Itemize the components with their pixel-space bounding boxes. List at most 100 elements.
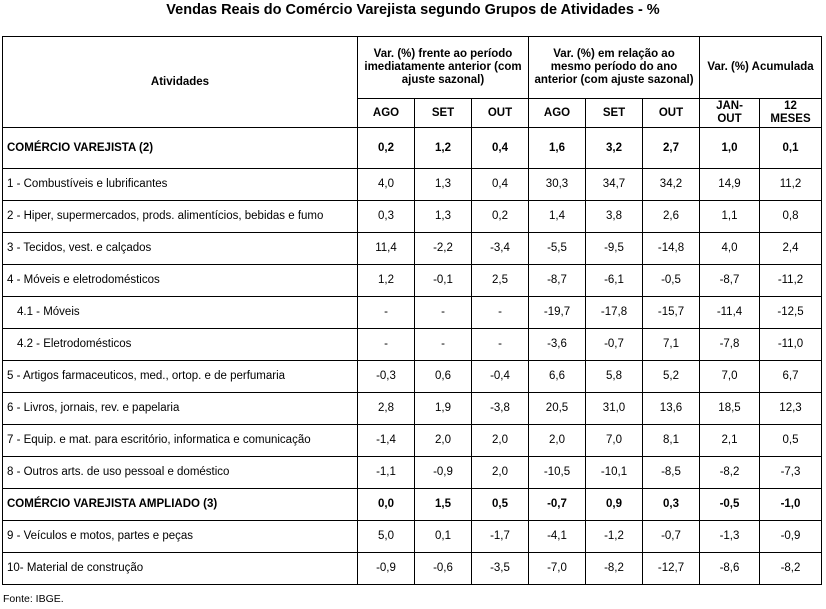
group-header-previous-period: Var. (%) frente ao período imediatamente… xyxy=(357,36,529,99)
value-cell: -15,7 xyxy=(642,296,700,329)
value-cell: 0,4 xyxy=(471,127,529,169)
activity-label: 5 - Artigos farmaceuticos, med., ortop. … xyxy=(2,360,358,393)
column-header: AGO xyxy=(528,98,586,128)
table-row: 1 - Combustíveis e lubrificantes 4,0 1,3 0,… xyxy=(2,168,822,201)
value-cell: 0,5 xyxy=(471,488,529,521)
group-header-same-period-last-year: Var. (%) em relação ao mesmo período do … xyxy=(528,36,700,99)
column-header: SET xyxy=(585,98,643,128)
activity-label: COMÉRCIO VAREJISTA AMPLIADO (3) xyxy=(2,488,358,521)
table-row: 8 - Outros arts. de uso pessoal e domést… xyxy=(2,456,822,489)
column-header: OUT xyxy=(471,98,529,128)
value-cell: 6,6 xyxy=(528,360,586,393)
value-cell: -7,8 xyxy=(699,328,760,361)
value-cell: -1,0 xyxy=(759,488,822,521)
value-cell: -0,9 xyxy=(759,520,822,553)
value-cell: 2,0 xyxy=(414,424,472,457)
activity-label: 10- Material de construção xyxy=(2,552,358,585)
value-cell: -11,2 xyxy=(759,264,822,297)
value-cell: 2,0 xyxy=(528,424,586,457)
table-row: 4.2 - Eletrodomésticos - - - -3,6 -0,7 7,1 -7,8… xyxy=(2,328,822,361)
value-cell: 1,3 xyxy=(414,168,472,201)
table-row: 10- Material de construção -0,9 -0,6 -3,5 -7… xyxy=(2,552,822,585)
value-cell: 1,2 xyxy=(357,264,415,297)
table-row: 6 - Livros, jornais, rev. e papelaria 2,8… xyxy=(2,392,822,425)
value-cell: - xyxy=(357,328,415,361)
value-cell: -11,0 xyxy=(759,328,822,361)
activity-label: 1 - Combustíveis e lubrificantes xyxy=(2,168,358,201)
sales-table: Atividades Var. (%) frente ao período im… xyxy=(2,36,822,585)
group-header-accumulated: Var. (%) Acumulada xyxy=(699,36,822,99)
value-cell: -0,3 xyxy=(357,360,415,393)
value-cell: 0,4 xyxy=(471,168,529,201)
value-cell: -0,9 xyxy=(357,552,415,585)
value-cell: 0,1 xyxy=(414,520,472,553)
value-cell: 1,3 xyxy=(414,200,472,233)
value-cell: 1,2 xyxy=(414,127,472,169)
value-cell: 1,1 xyxy=(699,200,760,233)
value-cell: 3,2 xyxy=(585,127,643,169)
table-title: Vendas Reais do Comércio Varejista segun… xyxy=(166,2,660,18)
activity-label: 4.2 - Eletrodomésticos xyxy=(2,328,358,361)
value-cell: -14,8 xyxy=(642,232,700,265)
activity-label: 6 - Livros, jornais, rev. e papelaria xyxy=(2,392,358,425)
value-cell: 1,5 xyxy=(414,488,472,521)
table-row: COMÉRCIO VAREJISTA AMPLIADO (3) 0,0 1,5 0,5… xyxy=(2,488,822,521)
value-cell: 2,7 xyxy=(642,127,700,169)
value-cell: 2,4 xyxy=(759,232,822,265)
value-cell: 0,2 xyxy=(471,200,529,233)
value-cell: 2,6 xyxy=(642,200,700,233)
value-cell: 4,0 xyxy=(699,232,760,265)
column-header: SET xyxy=(414,98,472,128)
value-cell: 12,3 xyxy=(759,392,822,425)
value-cell: 1,9 xyxy=(414,392,472,425)
value-cell: -9,5 xyxy=(585,232,643,265)
value-cell: 14,9 xyxy=(699,168,760,201)
value-cell: -8,5 xyxy=(642,456,700,489)
value-cell: -8,2 xyxy=(699,456,760,489)
activity-label: 4 - Móveis e eletrodomésticos xyxy=(2,264,358,297)
table-row: 2 - Hiper, supermercados, prods. aliment… xyxy=(2,200,822,233)
value-cell: 34,7 xyxy=(585,168,643,201)
activity-label: 7 - Equip. e mat. para escritório, infor… xyxy=(2,424,358,457)
value-cell: -4,1 xyxy=(528,520,586,553)
value-cell: -0,7 xyxy=(528,488,586,521)
value-cell: - xyxy=(471,328,529,361)
value-cell: 7,0 xyxy=(585,424,643,457)
value-cell: -12,5 xyxy=(759,296,822,329)
value-cell: -11,4 xyxy=(699,296,760,329)
value-cell: -1,2 xyxy=(585,520,643,553)
activity-label: 9 - Veículos e motos, partes e peças xyxy=(2,520,358,553)
activity-label: 8 - Outros arts. de uso pessoal e domést… xyxy=(2,456,358,489)
value-cell: -1,4 xyxy=(357,424,415,457)
value-cell: -0,5 xyxy=(699,488,760,521)
table-row: 9 - Veículos e motos, partes e peças 5,0 0… xyxy=(2,520,822,553)
activity-label: 3 - Tecidos, vest. e calçados xyxy=(2,232,358,265)
value-cell: -5,5 xyxy=(528,232,586,265)
value-cell: -17,8 xyxy=(585,296,643,329)
value-cell: -7,0 xyxy=(528,552,586,585)
value-cell: 5,8 xyxy=(585,360,643,393)
value-cell: -3,8 xyxy=(471,392,529,425)
value-cell: 30,3 xyxy=(528,168,586,201)
table-row: COMÉRCIO VAREJISTA (2) 0,2 1,2 0,4 1,6 3,2 2,7… xyxy=(2,127,822,169)
value-cell: -2,2 xyxy=(414,232,472,265)
activities-header: Atividades xyxy=(2,36,358,128)
value-cell: 18,5 xyxy=(699,392,760,425)
value-cell: -3,4 xyxy=(471,232,529,265)
table-row: 3 - Tecidos, vest. e calçados 11,4 -2,2 -3,… xyxy=(2,232,822,265)
column-header: JAN-OUT xyxy=(699,98,760,128)
table-row: 5 - Artigos farmaceuticos, med., ortop. … xyxy=(2,360,822,393)
value-cell: 8,1 xyxy=(642,424,700,457)
value-cell: -8,2 xyxy=(585,552,643,585)
value-cell: 4,0 xyxy=(357,168,415,201)
value-cell: 0,3 xyxy=(357,200,415,233)
value-cell: 0,0 xyxy=(357,488,415,521)
value-cell: 7,0 xyxy=(699,360,760,393)
value-cell: -1,3 xyxy=(699,520,760,553)
value-cell: -3,6 xyxy=(528,328,586,361)
value-cell: -3,5 xyxy=(471,552,529,585)
activity-label: 4.1 - Móveis xyxy=(2,296,358,329)
value-cell: 0,1 xyxy=(759,127,822,169)
activity-label: COMÉRCIO VAREJISTA (2) xyxy=(2,127,358,169)
column-header: 12 MESES xyxy=(759,98,822,128)
